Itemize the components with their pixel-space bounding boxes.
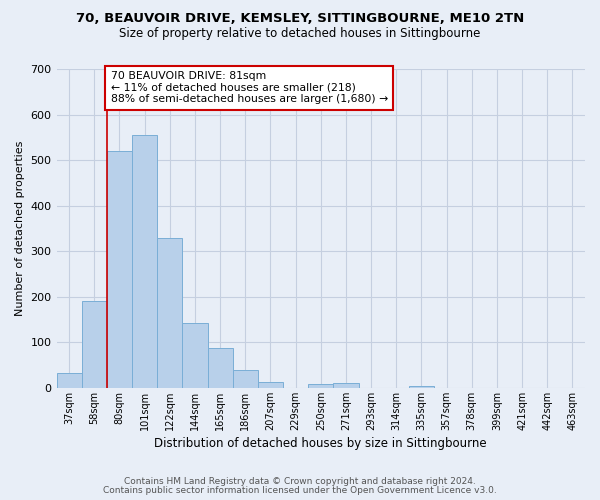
Y-axis label: Number of detached properties: Number of detached properties (15, 141, 25, 316)
Bar (182, 323, 208, 388)
Bar (56, 373, 82, 388)
Bar (132, 135, 157, 388)
Text: Contains HM Land Registry data © Crown copyright and database right 2024.: Contains HM Land Registry data © Crown c… (124, 477, 476, 486)
Bar (157, 238, 182, 388)
X-axis label: Distribution of detached houses by size in Sittingbourne: Distribution of detached houses by size … (154, 437, 487, 450)
Bar (208, 348, 233, 388)
Bar (82, 302, 107, 388)
Bar (334, 384, 359, 388)
Bar (107, 151, 132, 388)
Bar (308, 384, 334, 388)
Text: 70, BEAUVOIR DRIVE, KEMSLEY, SITTINGBOURNE, ME10 2TN: 70, BEAUVOIR DRIVE, KEMSLEY, SITTINGBOUR… (76, 12, 524, 26)
Text: Contains public sector information licensed under the Open Government Licence v3: Contains public sector information licen… (103, 486, 497, 495)
Bar (258, 382, 283, 388)
Bar (233, 370, 258, 388)
Text: 70 BEAUVOIR DRIVE: 81sqm
← 11% of detached houses are smaller (218)
88% of semi-: 70 BEAUVOIR DRIVE: 81sqm ← 11% of detach… (110, 72, 388, 104)
Text: Size of property relative to detached houses in Sittingbourne: Size of property relative to detached ho… (119, 28, 481, 40)
Bar (409, 386, 434, 388)
